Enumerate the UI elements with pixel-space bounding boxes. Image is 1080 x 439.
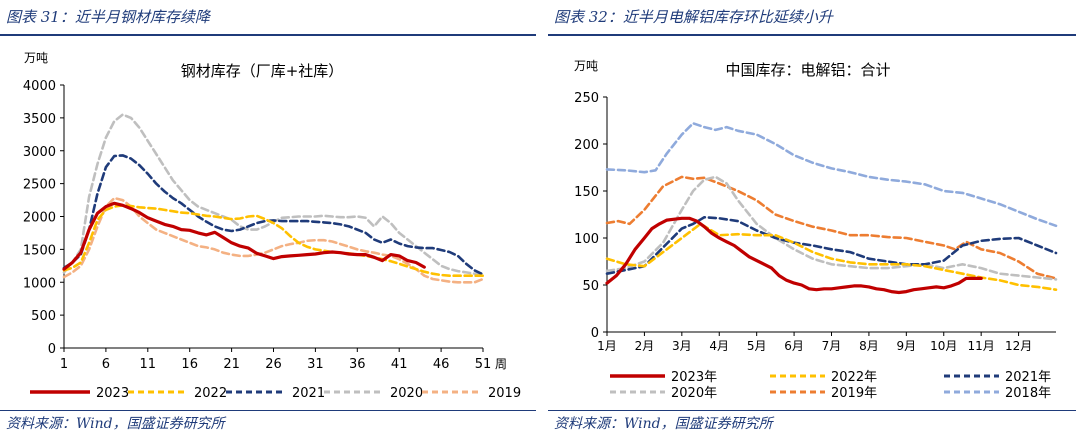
legend-label-2022年: 2022年 bbox=[831, 370, 877, 385]
x-tick-label: 2月 bbox=[635, 339, 655, 353]
legend-label-2019年: 2019年 bbox=[831, 386, 877, 401]
aluminum-inventory-panel: 图表 32：近半月电解铝库存环比延续小升 中国库存：电解铝：合计 万吨 0 50 100… bbox=[548, 0, 1080, 439]
y-tick-label: 1500 bbox=[23, 243, 56, 258]
y-tick-label: 0 bbox=[591, 326, 599, 341]
x-tick-label: 51 bbox=[475, 357, 492, 372]
source-rule bbox=[0, 410, 536, 411]
y-tick-label: 1000 bbox=[23, 276, 56, 291]
x-tick-label: 16 bbox=[181, 357, 198, 372]
x-tick-label: 21 bbox=[223, 357, 240, 372]
x-tick-label: 7月 bbox=[822, 339, 842, 353]
source-note: 资料来源：Wind，国盛证券研究所 bbox=[6, 416, 225, 432]
y-axis-unit: 万吨 bbox=[574, 59, 598, 73]
x-tick-label: 41 bbox=[391, 357, 408, 372]
series-line-2021 bbox=[62, 154, 485, 276]
y-tick-label: 0 bbox=[48, 342, 56, 357]
y-tick-label: 3500 bbox=[23, 112, 56, 127]
y-tick-label: 3000 bbox=[23, 145, 56, 160]
x-tick-label: 31 bbox=[307, 357, 324, 372]
series-line-2019 bbox=[62, 196, 485, 284]
steel-inventory-panel: 图表 31：近半月钢材库存续降 钢材库存（厂库+社库） 万吨 0 500 1000 150… bbox=[0, 8, 536, 432]
x-tick-label: 10月 bbox=[930, 339, 957, 353]
series-line-2023年 bbox=[605, 216, 983, 295]
x-tick-label: 26 bbox=[265, 357, 282, 372]
x-tick-label: 1月 bbox=[597, 339, 617, 353]
legend-label-2023: 2023 bbox=[96, 386, 129, 401]
y-tick-label: 4000 bbox=[23, 79, 56, 94]
aluminum-inventory-chart: 中国库存：电解铝：合计 万吨 0 50 100 150 200 250 1月 2月 3月 4月 5月 6月… bbox=[574, 59, 1058, 401]
title-rule bbox=[548, 34, 1076, 36]
x-axis-unit: 周 bbox=[495, 357, 507, 371]
legend-label-2020年: 2020年 bbox=[671, 386, 717, 401]
x-tick-label: 46 bbox=[433, 357, 450, 372]
series-line-2019年 bbox=[605, 175, 1058, 280]
series-line-2023 bbox=[62, 201, 426, 271]
x-tick-label: 8月 bbox=[859, 339, 879, 353]
chart-title: 中国库存：电解铝：合计 bbox=[725, 61, 890, 79]
x-tick-label: 11月 bbox=[968, 339, 995, 353]
x-tick-label: 6月 bbox=[784, 339, 804, 353]
title-rule bbox=[0, 34, 536, 36]
y-tick-label: 150 bbox=[574, 185, 599, 200]
y-tick-label: 200 bbox=[574, 138, 599, 153]
source-rule bbox=[548, 410, 1076, 411]
y-tick-label: 500 bbox=[31, 309, 56, 324]
y-tick-label: 50 bbox=[582, 279, 599, 294]
legend-label-2019: 2019 bbox=[488, 386, 521, 401]
x-tick-label: 12月 bbox=[1005, 339, 1032, 353]
figure-title: 图表 31：近半月钢材库存续降 bbox=[6, 8, 210, 26]
legend-label-2022: 2022 bbox=[194, 386, 227, 401]
series-line-2022 bbox=[62, 204, 485, 277]
y-axis-unit: 万吨 bbox=[24, 51, 48, 65]
source-note: 资料来源：Wind，国盛证券研究所 bbox=[554, 416, 773, 432]
legend-label-2023年: 2023年 bbox=[671, 370, 717, 385]
series-line-2022年 bbox=[605, 222, 1058, 291]
x-tick-label: 5月 bbox=[747, 339, 767, 353]
x-tick-label: 6 bbox=[102, 357, 110, 372]
steel-inventory-chart: 钢材库存（厂库+社库） 万吨 0 500 1000 1500 2000 2500 3000 350… bbox=[23, 51, 521, 401]
y-tick-label: 250 bbox=[574, 91, 599, 106]
series-line-2021年 bbox=[605, 216, 1058, 275]
figure-title: 图表 32：近半月电解铝库存环比延续小升 bbox=[554, 8, 833, 26]
series-line-2020 bbox=[62, 113, 485, 277]
x-tick-label: 9月 bbox=[897, 339, 917, 353]
legend-label-2021: 2021 bbox=[292, 386, 325, 401]
x-tick-label: 11 bbox=[140, 357, 157, 372]
y-tick-label: 2000 bbox=[23, 211, 56, 226]
x-tick-label: 36 bbox=[349, 357, 366, 372]
y-tick-label: 100 bbox=[574, 232, 599, 247]
y-tick-label: 2500 bbox=[23, 178, 56, 193]
x-tick-label: 1 bbox=[60, 357, 68, 372]
chart-title: 钢材库存（厂库+社库） bbox=[181, 62, 344, 80]
legend-label-2021年: 2021年 bbox=[1005, 370, 1051, 385]
series-line-2018年 bbox=[605, 122, 1058, 228]
series-line-2020年 bbox=[605, 175, 1058, 281]
x-tick-label: 3月 bbox=[672, 339, 692, 353]
legend-label-2018年: 2018年 bbox=[1005, 386, 1051, 401]
legend-label-2020: 2020 bbox=[390, 386, 423, 401]
x-tick-label: 4月 bbox=[709, 339, 729, 353]
